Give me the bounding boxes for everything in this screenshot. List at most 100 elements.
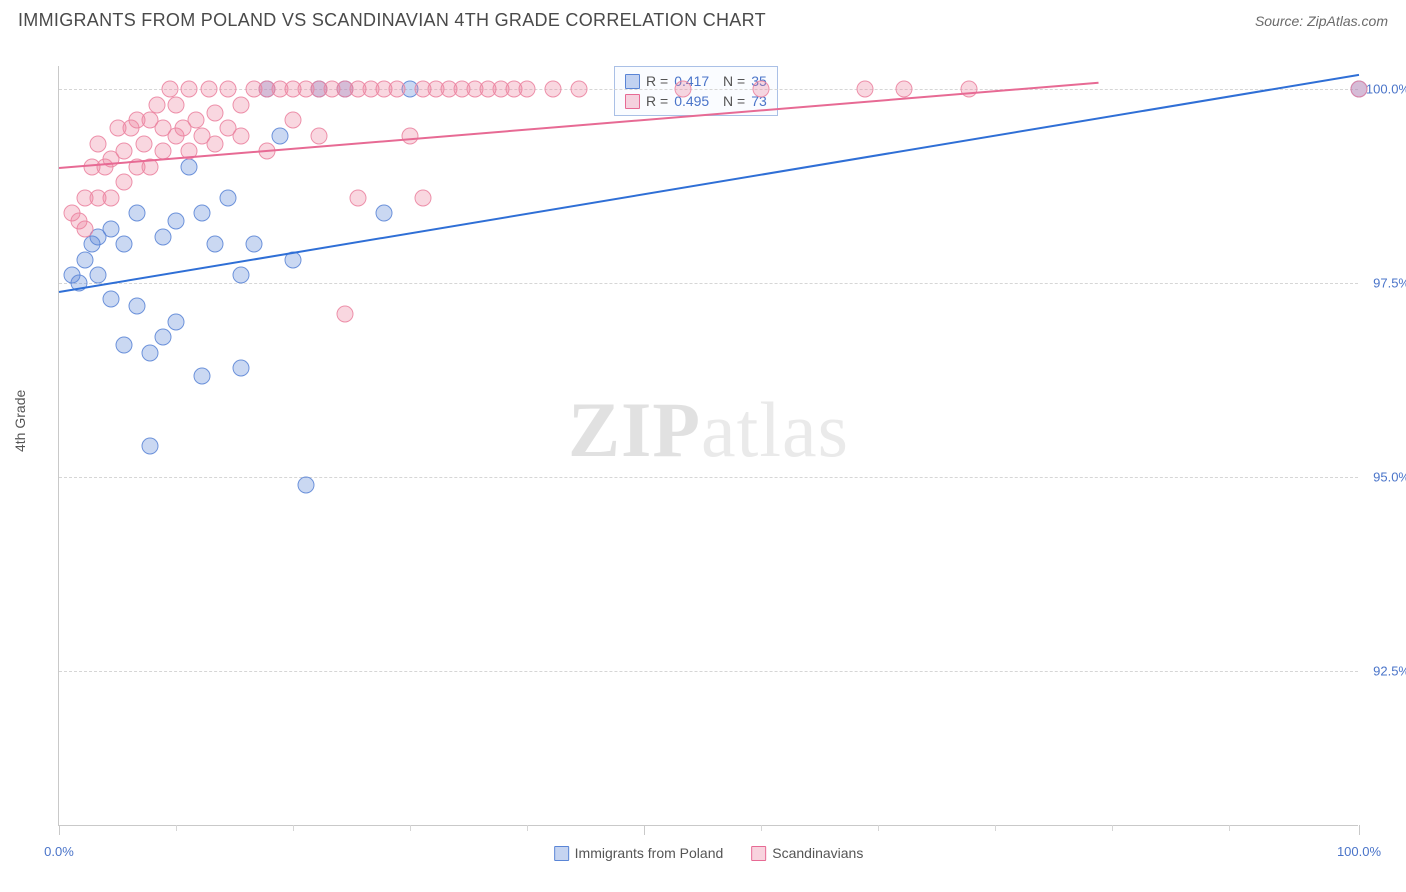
scatter-point xyxy=(220,81,237,98)
x-tick-minor xyxy=(1229,825,1230,831)
stats-row: R = 0.417 N = 35 xyxy=(625,71,767,91)
scatter-point xyxy=(90,135,107,152)
scatter-point xyxy=(1351,81,1368,98)
x-tick-major xyxy=(1359,825,1360,835)
scatter-point xyxy=(77,220,94,237)
scatter-point xyxy=(233,127,250,144)
legend-swatch xyxy=(751,846,766,861)
legend-label: Scandinavians xyxy=(772,845,863,861)
scatter-point xyxy=(155,228,172,245)
scatter-point xyxy=(161,81,178,98)
y-tick-label: 97.5% xyxy=(1373,276,1406,291)
scatter-point xyxy=(142,438,159,455)
watermark-light: atlas xyxy=(701,386,849,473)
legend-item: Immigrants from Poland xyxy=(554,845,724,861)
scatter-point xyxy=(77,251,94,268)
gridline-h xyxy=(59,477,1358,478)
x-tick-minor xyxy=(527,825,528,831)
stats-row: R = 0.495 N = 73 xyxy=(625,91,767,111)
scatter-point xyxy=(285,112,302,129)
legend-item: Scandinavians xyxy=(751,845,863,861)
scatter-point xyxy=(272,127,289,144)
chart-container: 4th Grade ZIPatlas R = 0.417 N = 35R = 0… xyxy=(0,42,1406,892)
scatter-point xyxy=(103,220,120,237)
scatter-point xyxy=(857,81,874,98)
y-tick-label: 92.5% xyxy=(1373,663,1406,678)
scatter-point xyxy=(116,174,133,191)
x-tick-minor xyxy=(176,825,177,831)
scatter-point xyxy=(129,205,146,222)
watermark-bold: ZIP xyxy=(568,386,701,473)
legend-swatch xyxy=(554,846,569,861)
scatter-point xyxy=(545,81,562,98)
legend-swatch xyxy=(625,74,640,89)
scatter-point xyxy=(135,135,152,152)
scatter-point xyxy=(246,236,263,253)
scatter-point xyxy=(90,267,107,284)
scatter-point xyxy=(116,143,133,160)
scatter-point xyxy=(220,189,237,206)
scatter-point xyxy=(187,112,204,129)
scatter-point xyxy=(200,81,217,98)
stat-n-label: N = xyxy=(715,93,745,109)
scatter-point xyxy=(233,96,250,113)
scatter-point xyxy=(181,158,198,175)
scatter-point xyxy=(389,81,406,98)
stat-n-label: N = xyxy=(715,73,745,89)
scatter-point xyxy=(194,205,211,222)
scatter-point xyxy=(194,368,211,385)
scatter-point xyxy=(961,81,978,98)
scatter-point xyxy=(168,313,185,330)
scatter-point xyxy=(148,96,165,113)
scatter-point xyxy=(753,81,770,98)
x-tick-minor xyxy=(410,825,411,831)
scatter-point xyxy=(116,337,133,354)
legend-swatch xyxy=(625,94,640,109)
chart-header: IMMIGRANTS FROM POLAND VS SCANDINAVIAN 4… xyxy=(0,0,1406,37)
chart-source: Source: ZipAtlas.com xyxy=(1255,13,1388,29)
scatter-point xyxy=(233,267,250,284)
gridline-h xyxy=(59,671,1358,672)
x-tick-major xyxy=(59,825,60,835)
scatter-point xyxy=(129,298,146,315)
scatter-point xyxy=(207,104,224,121)
x-tick-label: 100.0% xyxy=(1337,844,1381,859)
chart-title: IMMIGRANTS FROM POLAND VS SCANDINAVIAN 4… xyxy=(18,10,766,31)
scatter-point xyxy=(350,189,367,206)
scatter-point xyxy=(571,81,588,98)
plot-area: ZIPatlas R = 0.417 N = 35R = 0.495 N = 7… xyxy=(58,66,1358,826)
scatter-point xyxy=(181,81,198,98)
x-tick-minor xyxy=(878,825,879,831)
scatter-point xyxy=(298,476,315,493)
scatter-point xyxy=(402,127,419,144)
scatter-point xyxy=(896,81,913,98)
gridline-h xyxy=(59,283,1358,284)
y-tick-label: 100.0% xyxy=(1366,82,1406,97)
x-tick-label: 0.0% xyxy=(44,844,74,859)
y-axis-label: 4th Grade xyxy=(12,390,28,452)
scatter-point xyxy=(519,81,536,98)
x-tick-minor xyxy=(761,825,762,831)
x-tick-minor xyxy=(995,825,996,831)
scatter-point xyxy=(415,189,432,206)
x-tick-minor xyxy=(1112,825,1113,831)
scatter-point xyxy=(376,205,393,222)
y-tick-label: 95.0% xyxy=(1373,470,1406,485)
scatter-point xyxy=(233,360,250,377)
scatter-point xyxy=(675,81,692,98)
scatter-point xyxy=(103,189,120,206)
scatter-point xyxy=(142,344,159,361)
stat-r-label: R = xyxy=(646,73,668,89)
scatter-point xyxy=(311,127,328,144)
scatter-point xyxy=(116,236,133,253)
scatter-point xyxy=(168,213,185,230)
scatter-point xyxy=(103,290,120,307)
legend-bottom: Immigrants from Poland Scandinavians xyxy=(554,845,864,861)
scatter-point xyxy=(168,96,185,113)
scatter-point xyxy=(207,236,224,253)
watermark: ZIPatlas xyxy=(568,385,849,475)
legend-label: Immigrants from Poland xyxy=(575,845,724,861)
scatter-point xyxy=(155,329,172,346)
x-tick-major xyxy=(644,825,645,835)
scatter-point xyxy=(337,306,354,323)
